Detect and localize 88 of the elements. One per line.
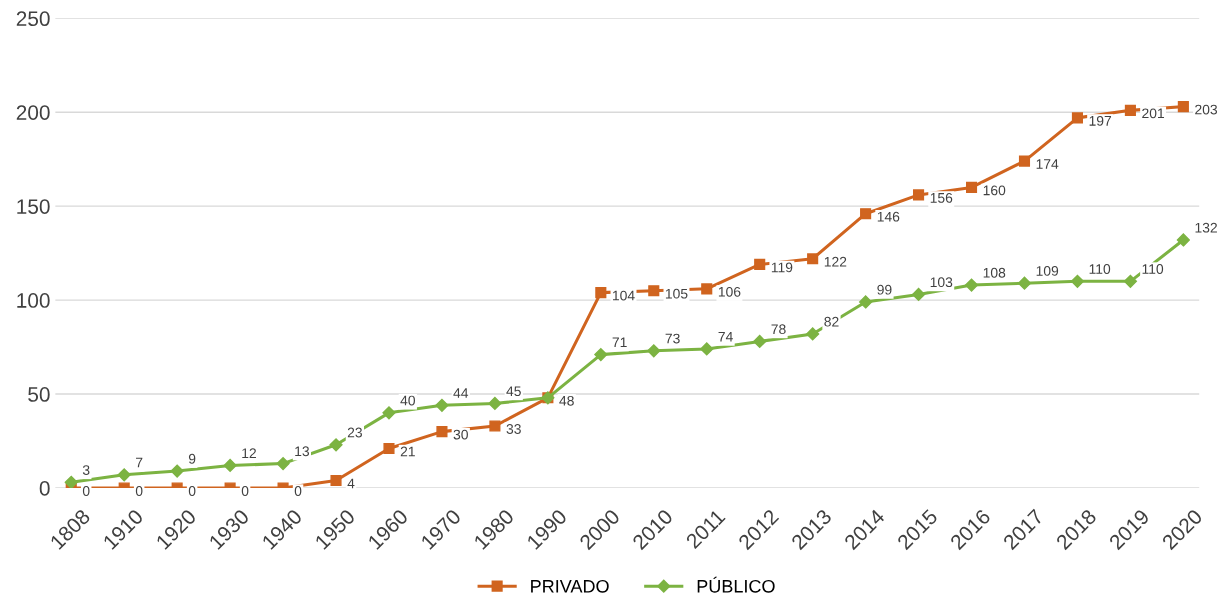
data-label: 156 (930, 192, 953, 203)
data-label: 0 (241, 486, 249, 496)
data-label: 7 (136, 457, 143, 468)
point (859, 295, 873, 309)
data-label: 108 (983, 267, 1006, 278)
data-label: 12 (242, 448, 256, 458)
data-label: 132 (1195, 222, 1217, 233)
point (647, 344, 661, 358)
point (1070, 274, 1085, 288)
point (1123, 274, 1137, 288)
point (913, 189, 925, 201)
y-tick-label: 50 (28, 387, 50, 402)
point (382, 406, 396, 420)
data-label: 122 (824, 256, 847, 267)
point (753, 334, 767, 349)
data-label: 23 (347, 427, 362, 438)
point (806, 327, 820, 341)
data-label: 74 (718, 331, 733, 342)
y-tick-label: 150 (17, 199, 50, 214)
data-label: 40 (400, 395, 415, 406)
point (383, 442, 395, 455)
data-label: 0 (82, 486, 90, 496)
data-label: 203 (1195, 104, 1218, 115)
data-label: 0 (188, 486, 196, 496)
data-label: 13 (295, 446, 310, 457)
point (488, 396, 502, 411)
legend-label: PRIVADO (531, 579, 609, 593)
legend-label: PÚBLICO (697, 576, 775, 593)
data-label: 103 (930, 277, 953, 288)
data-label: 48 (559, 395, 574, 406)
y-tick-label: 100 (17, 293, 50, 308)
point (435, 398, 449, 412)
data-label: 109 (1036, 265, 1059, 276)
point (117, 468, 131, 482)
point (807, 253, 819, 265)
data-label: 201 (1142, 108, 1165, 119)
point (1177, 101, 1189, 113)
data-label: 106 (718, 286, 741, 297)
data-label: 99 (877, 284, 892, 295)
data-label: 78 (771, 324, 786, 335)
point (860, 208, 872, 220)
data-label: 0 (294, 486, 302, 496)
data-label: 174 (1036, 159, 1059, 169)
data-label: 73 (665, 333, 680, 344)
point (1071, 112, 1084, 124)
data-label: 104 (612, 290, 635, 301)
data-label: 105 (665, 288, 688, 299)
data-label: 21 (400, 446, 415, 457)
point (648, 285, 660, 297)
point (701, 283, 713, 295)
data-label: 146 (877, 211, 900, 222)
point (330, 474, 342, 487)
y-tick-label: 200 (16, 105, 50, 120)
data-label: 82 (824, 316, 839, 327)
data-label: 3 (82, 465, 90, 475)
point (700, 342, 714, 356)
y-tick-label: 250 (16, 11, 50, 27)
data-label: 30 (453, 429, 468, 440)
point (64, 475, 78, 488)
data-label: 33 (506, 424, 521, 434)
data-label: 71 (612, 337, 627, 348)
data-label: 4 (347, 478, 355, 489)
data-label: 110 (1142, 264, 1164, 274)
point (170, 464, 184, 478)
y-tick-label: 0 (39, 481, 50, 496)
data-label: 160 (983, 185, 1006, 196)
point (329, 438, 343, 452)
point (1018, 155, 1031, 167)
data-label: 45 (506, 386, 521, 397)
point (436, 426, 448, 438)
point (1124, 104, 1136, 116)
data-label: 0 (135, 486, 143, 496)
point (965, 181, 978, 193)
point (911, 287, 926, 302)
data-label: 197 (1089, 115, 1112, 126)
point (223, 458, 237, 473)
data-label: 9 (188, 453, 196, 464)
data-label: 110 (1089, 264, 1111, 274)
point (594, 348, 608, 362)
data-label: 119 (771, 262, 793, 273)
data-label: 44 (453, 388, 469, 398)
point (489, 420, 501, 432)
point (276, 456, 290, 471)
point (1176, 233, 1190, 247)
point (754, 258, 766, 270)
point (1017, 276, 1032, 290)
point (595, 287, 607, 299)
point (964, 278, 979, 292)
